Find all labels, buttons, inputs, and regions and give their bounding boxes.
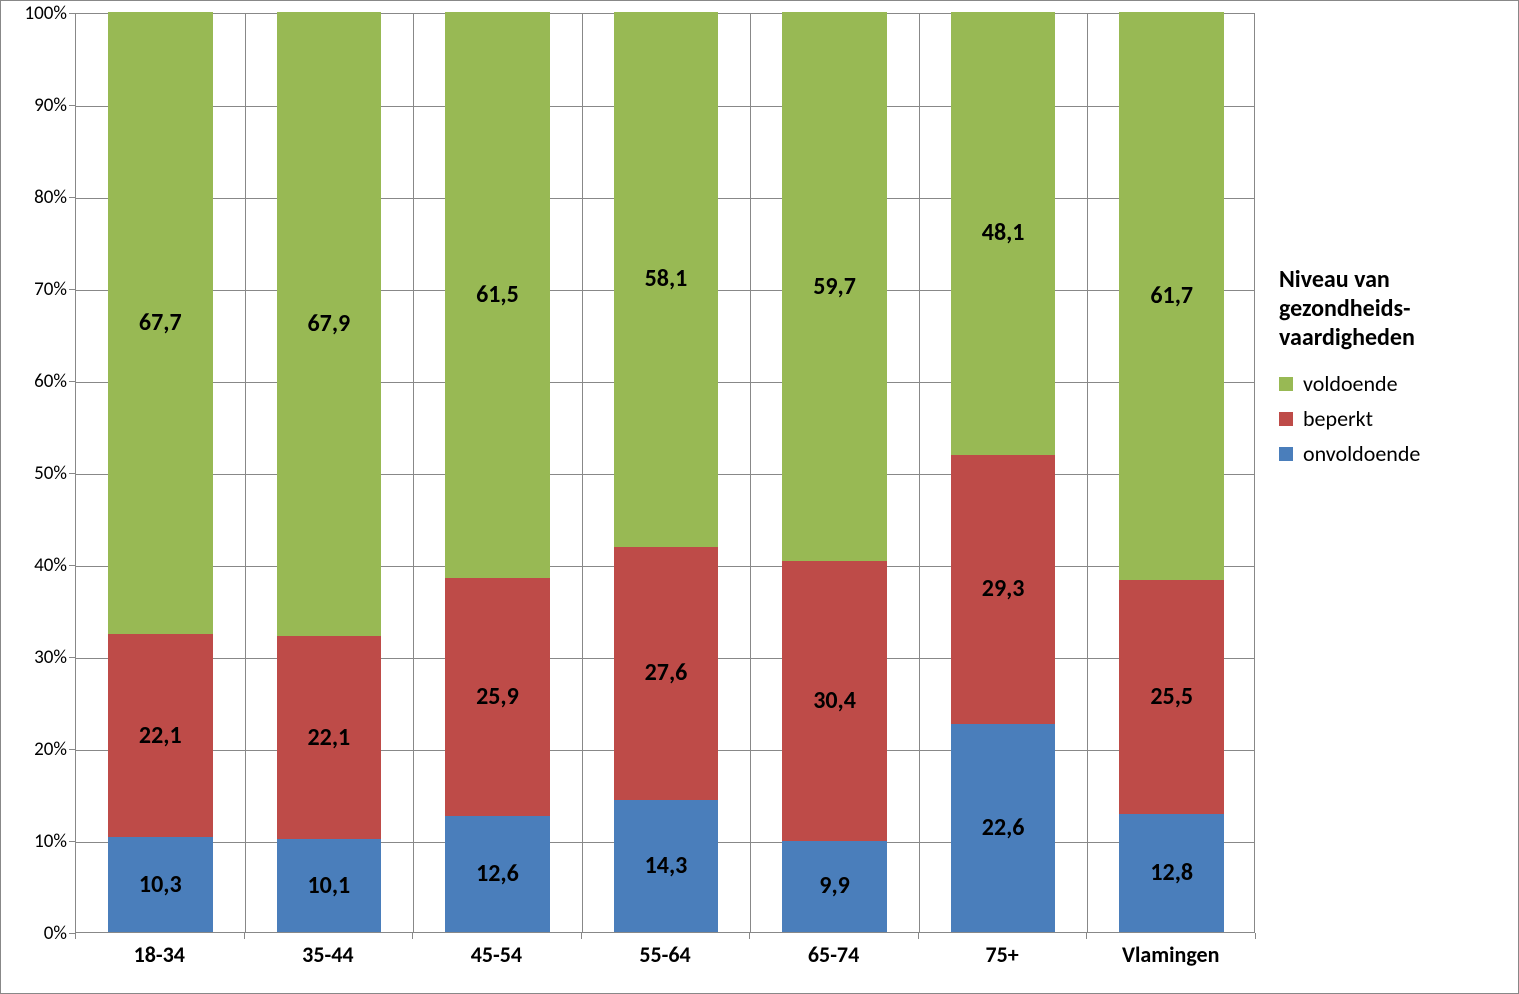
x-tick-mark: [581, 933, 582, 939]
y-tick-mark: [69, 841, 75, 842]
y-axis-tick-label: 40%: [7, 554, 67, 577]
bar-value-label: 25,9: [445, 682, 550, 711]
y-axis-tick-label: 30%: [7, 646, 67, 669]
x-axis-category-label: Vlamingen: [1086, 941, 1255, 968]
y-tick-mark: [69, 657, 75, 658]
x-tick-mark: [1086, 933, 1087, 939]
grid-line-v: [413, 14, 414, 932]
y-axis-tick-label: 60%: [7, 370, 67, 393]
y-axis-tick-label: 70%: [7, 278, 67, 301]
grid-line-v: [1087, 14, 1088, 932]
bar-value-label: 67,7: [108, 308, 213, 337]
x-axis-category-label: 18-34: [75, 941, 244, 968]
legend-item-voldoende: voldoende: [1279, 370, 1509, 397]
legend-swatch: [1279, 412, 1293, 426]
bar-value-label: 10,1: [277, 871, 382, 900]
x-tick-mark: [749, 933, 750, 939]
bar-35-44: 10,1 22,1 67,9: [277, 12, 382, 932]
bar-75+: 22,6 29,3 48,1: [951, 12, 1056, 932]
x-axis-category-label: 65-74: [749, 941, 918, 968]
y-axis-tick-label: 50%: [7, 462, 67, 485]
y-axis-tick-label: 100%: [7, 2, 67, 25]
legend-swatch: [1279, 377, 1293, 391]
x-axis-category-label: 35-44: [244, 941, 413, 968]
bar-55-64: 14,3 27,6 58,1: [614, 12, 719, 932]
grid-line-v: [582, 14, 583, 932]
bar-value-label: 22,1: [108, 721, 213, 750]
grid-line-v: [919, 14, 920, 932]
legend-item-beperkt: beperkt: [1279, 405, 1509, 432]
y-tick-mark: [69, 381, 75, 382]
y-tick-mark: [69, 105, 75, 106]
bar-value-label: 12,6: [445, 859, 550, 888]
legend-swatch: [1279, 447, 1293, 461]
grid-line-v: [245, 14, 246, 932]
bar-value-label: 25,5: [1119, 682, 1224, 711]
x-tick-mark: [412, 933, 413, 939]
bar-value-label: 9,9: [782, 871, 887, 900]
x-tick-mark: [918, 933, 919, 939]
bar-value-label: 58,1: [614, 264, 719, 293]
x-axis-category-label: 75+: [918, 941, 1087, 968]
bar-value-label: 29,3: [951, 574, 1056, 603]
x-tick-mark: [75, 933, 76, 939]
plot-area: 10,3 22,1 67,7 10,1 22,1 67,9 12,6 25,9 61,5 14,3…: [75, 13, 1255, 933]
bar-value-label: 22,1: [277, 723, 382, 752]
legend-item-onvoldoende: onvoldoende: [1279, 440, 1509, 467]
y-tick-mark: [69, 473, 75, 474]
bar-45-54: 12,6 25,9 61,5: [445, 12, 550, 932]
bar-value-label: 30,4: [782, 686, 887, 715]
bar-value-label: 48,1: [951, 218, 1056, 247]
x-tick-mark: [1255, 933, 1256, 939]
x-axis-category-label: 55-64: [581, 941, 750, 968]
legend-title: Niveau van gezondheids-vaardigheden: [1279, 266, 1509, 352]
y-axis-tick-label: 20%: [7, 738, 67, 761]
y-tick-mark: [69, 565, 75, 566]
bar-value-label: 12,8: [1119, 858, 1224, 887]
y-axis-tick-label: 10%: [7, 830, 67, 853]
bar-Vlamingen: 12,8 25,5 61,7: [1119, 12, 1224, 932]
bar-18-34: 10,3 22,1 67,7: [108, 12, 213, 932]
bar-65-74: 9,9 30,4 59,7: [782, 12, 887, 932]
legend-label: beperkt: [1303, 405, 1373, 432]
bar-value-label: 22,6: [951, 813, 1056, 842]
bar-value-label: 10,3: [108, 870, 213, 899]
y-tick-mark: [69, 289, 75, 290]
chart-container: 0% 10% 20% 30% 40% 50% 60% 70% 80% 90% 100% 10,3 22…: [0, 0, 1519, 994]
y-axis-tick-label: 0%: [7, 922, 67, 945]
grid-line-v: [750, 14, 751, 932]
bar-value-label: 59,7: [782, 272, 887, 301]
legend: Niveau van gezondheids-vaardigheden vold…: [1279, 266, 1509, 475]
x-tick-mark: [244, 933, 245, 939]
bar-value-label: 61,7: [1119, 281, 1224, 310]
y-tick-mark: [69, 13, 75, 14]
y-axis-tick-label: 80%: [7, 186, 67, 209]
y-tick-mark: [69, 197, 75, 198]
x-axis-category-label: 45-54: [412, 941, 581, 968]
y-tick-mark: [69, 749, 75, 750]
bar-value-label: 67,9: [277, 309, 382, 338]
y-axis-tick-label: 90%: [7, 94, 67, 117]
bar-value-label: 27,6: [614, 658, 719, 687]
bar-value-label: 14,3: [614, 851, 719, 880]
bar-value-label: 61,5: [445, 280, 550, 309]
legend-label: voldoende: [1303, 370, 1398, 397]
legend-label: onvoldoende: [1303, 440, 1420, 467]
